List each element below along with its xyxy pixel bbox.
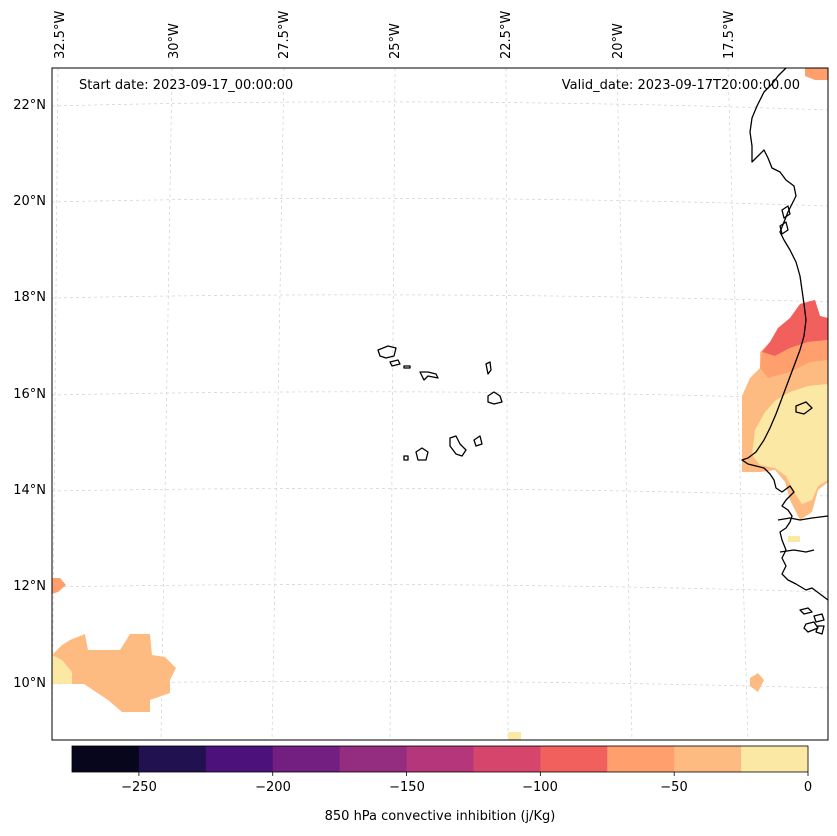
cin-patch-coast-small xyxy=(750,673,764,692)
map-gridlines xyxy=(51,67,829,741)
colorbar-tick-label: −200 xyxy=(255,780,291,795)
gambia-inlet xyxy=(777,515,829,521)
map-frame xyxy=(51,67,829,741)
lat-label-22n: 22°N xyxy=(13,98,46,113)
valid-date-text: Valid_date: 2023-09-17T20:00:00.00 xyxy=(561,78,800,93)
cin-patch-south-edge xyxy=(508,732,521,740)
casamance-inlet xyxy=(779,549,815,553)
african-coast xyxy=(741,67,829,601)
lon-label-17-5w: 17.5°W xyxy=(722,10,737,59)
colorbar-segment xyxy=(72,746,140,772)
cin-patch-coast-north xyxy=(762,300,828,356)
cin-patch-coast-north2 xyxy=(760,340,828,378)
lat-label-18n: 18°N xyxy=(13,290,46,305)
cape-verde-sal xyxy=(485,361,492,375)
colorbar-segment xyxy=(674,746,742,772)
colorbar-tick-label: −150 xyxy=(389,780,425,795)
cape-verde-santo-antao xyxy=(377,345,397,359)
cape-verde-boa-vista xyxy=(487,391,503,405)
coast-islet-1 xyxy=(781,205,791,219)
colorbar-tick-label: −250 xyxy=(121,780,157,795)
cape-verde-sao-vicente xyxy=(389,359,401,367)
colorbar-segment xyxy=(473,746,541,772)
coastlines xyxy=(377,67,829,635)
cin-patch-gambia xyxy=(788,536,800,542)
lat-label-20n: 20°N xyxy=(13,194,46,209)
colorbar-segment xyxy=(607,746,675,772)
lat-label-12n: 12°N xyxy=(13,579,46,594)
cape-verde-santiago xyxy=(449,435,467,457)
colorbar-tick-label: −50 xyxy=(660,780,688,795)
lat-label-16n: 16°N xyxy=(13,387,46,402)
cin-patch-top-corner xyxy=(805,68,828,80)
lat-label-10n: 10°N xyxy=(13,676,46,691)
cin-patch-southwest xyxy=(52,634,176,712)
coast-inlet-mid xyxy=(795,401,813,415)
cape-verde-santa-luzia xyxy=(403,365,411,369)
lon-label-25w: 25°W xyxy=(388,23,403,59)
colorbar-segment xyxy=(339,746,408,772)
cin-patch-coast-core xyxy=(752,384,828,504)
colorbar xyxy=(72,746,809,776)
colorbar-segment xyxy=(540,746,608,772)
lon-label-27-5w: 27.5°W xyxy=(277,10,292,59)
cin-patch-southwest-inner xyxy=(52,655,72,684)
lon-label-30w: 30°W xyxy=(167,23,182,59)
colorbar-tick-label: −100 xyxy=(522,780,558,795)
lon-label-22-5w: 22.5°W xyxy=(499,10,514,59)
colorbar-segment xyxy=(272,746,341,772)
lon-label-20w: 20°W xyxy=(611,23,626,59)
colorbar-title: 850 hPa convective inhibition (j/Kg) xyxy=(324,809,556,824)
colorbar-segment xyxy=(138,746,207,772)
colorbar-segment xyxy=(406,746,474,772)
cin-patch-west xyxy=(52,578,66,594)
cape-verde-fogo xyxy=(415,447,429,461)
colorbar-frame xyxy=(71,745,809,773)
cape-verde-sao-nicolau xyxy=(419,371,439,381)
start-date-text: Start date: 2023-09-17_00:00:00 xyxy=(79,78,294,93)
lon-label-32-5w: 32.5°W xyxy=(53,10,68,59)
coast-islet-2 xyxy=(779,221,789,235)
colorbar-segment xyxy=(741,746,809,772)
lat-label-14n: 14°N xyxy=(13,483,46,498)
cape-verde-brava xyxy=(403,455,409,461)
cin-contours xyxy=(52,68,828,740)
bijagos-islands xyxy=(799,607,825,635)
cape-verde-maio xyxy=(473,435,483,447)
colorbar-segment xyxy=(205,746,274,772)
colorbar-tick-label: 0 xyxy=(803,780,813,795)
